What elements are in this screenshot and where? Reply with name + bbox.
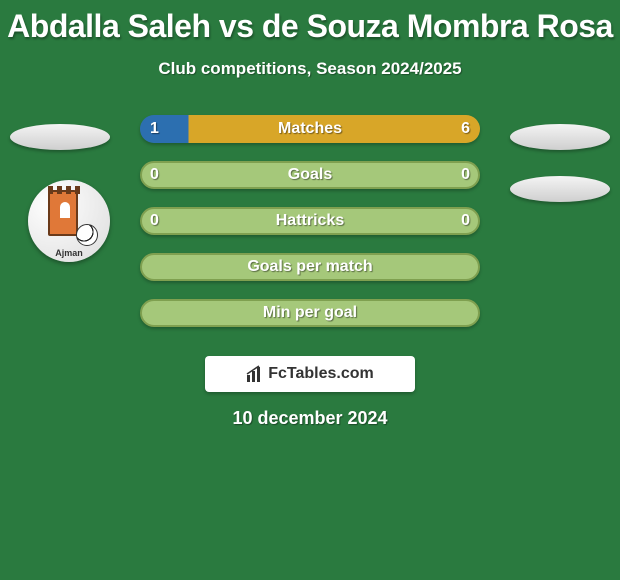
page-title: Abdalla Saleh vs de Souza Mombra Rosa xyxy=(0,0,620,45)
brand-text: FcTables.com xyxy=(268,365,374,383)
stat-value-right: 6 xyxy=(461,115,470,143)
bar-chart-icon xyxy=(246,365,264,383)
stat-label: Min per goal xyxy=(140,299,480,327)
stat-row: Goals per match xyxy=(0,247,620,293)
stat-value-right: 0 xyxy=(461,207,470,235)
snapshot-date: 10 december 2024 xyxy=(0,408,620,429)
stat-value-left: 1 xyxy=(150,115,159,143)
stat-label: Goals xyxy=(140,161,480,189)
stat-label: Hattricks xyxy=(140,207,480,235)
stat-row: Min per goal xyxy=(0,293,620,339)
stat-value-right: 0 xyxy=(461,161,470,189)
stat-label: Goals per match xyxy=(140,253,480,281)
stat-value-left: 0 xyxy=(150,207,159,235)
stat-label: Matches xyxy=(140,115,480,143)
page-subtitle: Club competitions, Season 2024/2025 xyxy=(0,59,620,79)
stat-value-left: 0 xyxy=(150,161,159,189)
stats-comparison: Matches16Goals00Hattricks00Goals per mat… xyxy=(0,109,620,339)
stat-row: Matches1 6 xyxy=(0,109,620,155)
stat-row: Goals0 0 xyxy=(0,155,620,201)
brand-badge: FcTables.com xyxy=(205,356,415,392)
stat-row: Hattricks0 0 xyxy=(0,201,620,247)
